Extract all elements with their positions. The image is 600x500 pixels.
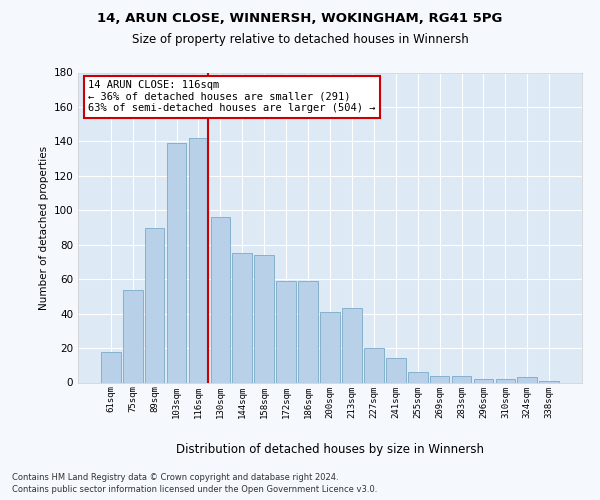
Bar <box>517 378 537 382</box>
Bar <box>430 376 449 382</box>
Bar <box>386 358 406 382</box>
Bar <box>188 138 208 382</box>
Text: 14, ARUN CLOSE, WINNERSH, WOKINGHAM, RG41 5PG: 14, ARUN CLOSE, WINNERSH, WOKINGHAM, RG4… <box>97 12 503 26</box>
Bar <box>298 281 318 382</box>
Y-axis label: Number of detached properties: Number of detached properties <box>39 146 49 310</box>
Text: Contains public sector information licensed under the Open Government Licence v3: Contains public sector information licen… <box>12 485 377 494</box>
Text: Size of property relative to detached houses in Winnersh: Size of property relative to detached ho… <box>131 32 469 46</box>
Text: Contains HM Land Registry data © Crown copyright and database right 2024.: Contains HM Land Registry data © Crown c… <box>12 472 338 482</box>
Bar <box>473 379 493 382</box>
Bar <box>167 143 187 382</box>
Bar <box>342 308 362 382</box>
Bar <box>123 290 143 382</box>
Bar <box>320 312 340 382</box>
Text: 14 ARUN CLOSE: 116sqm
← 36% of detached houses are smaller (291)
63% of semi-det: 14 ARUN CLOSE: 116sqm ← 36% of detached … <box>88 80 376 114</box>
Bar <box>452 376 472 382</box>
Bar <box>254 255 274 382</box>
Bar <box>539 381 559 382</box>
Bar <box>101 352 121 382</box>
Text: Distribution of detached houses by size in Winnersh: Distribution of detached houses by size … <box>176 442 484 456</box>
Bar <box>364 348 384 382</box>
Bar <box>211 217 230 382</box>
Bar <box>276 281 296 382</box>
Bar <box>145 228 164 382</box>
Bar <box>232 254 252 382</box>
Bar <box>496 379 515 382</box>
Bar <box>408 372 428 382</box>
